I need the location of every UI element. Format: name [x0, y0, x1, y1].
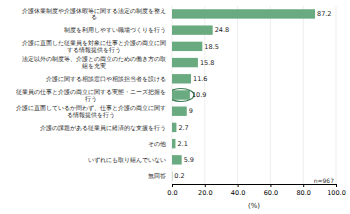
x-tick-mark — [238, 184, 239, 187]
category-label-line: 組を充実 — [81, 62, 106, 69]
bar — [172, 107, 187, 116]
highlight-ellipse — [172, 89, 194, 102]
category-label: 介護に直面した従業員を対象に仕事と介護の両立に関する情報提供を行う — [22, 39, 166, 54]
category-label-line: る — [91, 13, 97, 20]
grid-line — [336, 6, 337, 184]
annotation: n=967 — [314, 177, 334, 184]
x-tick: 60.0 — [264, 184, 278, 197]
category-label: 従業員の仕事と介護の両立に関する実態・ニーズ把握を行う — [16, 88, 166, 103]
category-label: 制度を利用しやすい職場づくりを行う — [64, 26, 166, 34]
category-label-line: いずれにも取り組んでいない — [88, 156, 166, 164]
x-tick-mark — [205, 184, 206, 187]
category-label-line: 無回答 — [148, 172, 166, 179]
bar — [172, 139, 175, 148]
category-label-line: その他 — [148, 140, 166, 148]
grid-line — [237, 6, 238, 184]
x-tick: 40.0 — [231, 184, 245, 197]
category-label: 介護に直面しているか問わず、仕事と介護の両立に関する情報提供を行う — [16, 104, 166, 119]
category-label: 介護の課題がある従業員に経済的な支援を行う — [40, 124, 166, 132]
data-label: 11.6 — [193, 75, 207, 83]
x-tick-mark — [270, 184, 271, 187]
bars — [172, 9, 315, 181]
x-axis-title: (%) — [248, 202, 260, 210]
bar — [172, 74, 191, 83]
data-label: 10.9 — [192, 91, 206, 99]
bar — [172, 123, 176, 132]
category-label-line: 介護の課題がある従業員に経済的な支援を行う — [40, 124, 166, 132]
category-label: 無回答 — [148, 172, 166, 179]
bar — [172, 58, 198, 67]
x-tick-label: 40.0 — [231, 189, 245, 197]
data-label: 18.5 — [204, 43, 218, 51]
category-labels: 介護休業制度や介護休暇等に関する法定の制度を整える制度を利用しやすい職場づくりを… — [16, 7, 166, 180]
x-tick: 100.0 — [327, 184, 346, 197]
chart-svg: 87.2 24.8 18.5 15.8 11.6 10.9 9 2.7 2.1 5.90.2 介護休… — [0, 0, 350, 214]
x-tick-label: 0.0 — [167, 189, 177, 197]
bar — [172, 9, 315, 18]
x-tick-mark — [303, 184, 304, 187]
data-label: 15.8 — [200, 59, 214, 67]
x-tick: 20.0 — [198, 184, 212, 197]
grid-line — [303, 6, 304, 184]
data-label: 9 — [189, 107, 193, 115]
x-tick: 80.0 — [296, 184, 310, 197]
bar — [172, 25, 213, 34]
category-label-line: 制度を利用しやすい職場づくりを行う — [64, 26, 166, 34]
x-axis-line — [173, 185, 337, 188]
grid-line — [270, 6, 271, 184]
plot: 87.2 24.8 18.5 15.8 11.6 10.9 9 2.7 2.1 5.90.2 介護休… — [16, 6, 346, 210]
data-labels: 87.2 24.8 18.5 15.8 11.6 10.9 9 2.7 2.1 5.90.2 — [174, 10, 331, 180]
x-tick-label: 60.0 — [264, 189, 278, 197]
data-label: 24.8 — [215, 26, 229, 34]
bar — [172, 42, 202, 51]
data-label: 87.2 — [317, 10, 331, 18]
x-tick-label: 20.0 — [198, 189, 212, 197]
category-label: 介護休業制度や介護休暇等に関する法定の制度を整える — [22, 7, 166, 21]
category-label: いずれにも取り組んでいない — [88, 156, 166, 164]
data-label: 0.2 — [174, 172, 184, 180]
grid — [172, 6, 336, 184]
data-label: 2.7 — [178, 124, 188, 132]
category-label: 介護に関する相談窓口や相談担当者を設ける — [46, 75, 166, 83]
bar — [172, 155, 182, 164]
category-label-line: する情報提供を行う — [67, 46, 121, 54]
bar — [172, 90, 190, 99]
x-tick-label: 100.0 — [327, 189, 346, 197]
x-tick-label: 80.0 — [296, 189, 310, 197]
chart-container: 87.2 24.8 18.5 15.8 11.6 10.9 9 2.7 2.1 5.90.2 介護休… — [0, 0, 350, 214]
x-tick-mark — [336, 184, 337, 187]
x-tick: 0.0 — [167, 184, 177, 197]
category-label: 法定以外の制度等、介護との両立のための働き方の取組を充実 — [22, 55, 166, 69]
category-label-line: 行う — [85, 95, 97, 103]
bar — [172, 171, 173, 180]
data-label: 2.1 — [177, 140, 187, 148]
category-label-line: る情報提供を行う — [67, 111, 115, 119]
category-label: その他 — [148, 140, 166, 148]
data-label: 5.9 — [184, 156, 194, 164]
category-label-line: 介護に関する相談窓口や相談担当者を設ける — [46, 75, 166, 83]
x-axis: 0.0 20.0 40.0 60.0 80.0 100.0 — [167, 184, 345, 197]
x-tick-mark — [172, 184, 173, 187]
